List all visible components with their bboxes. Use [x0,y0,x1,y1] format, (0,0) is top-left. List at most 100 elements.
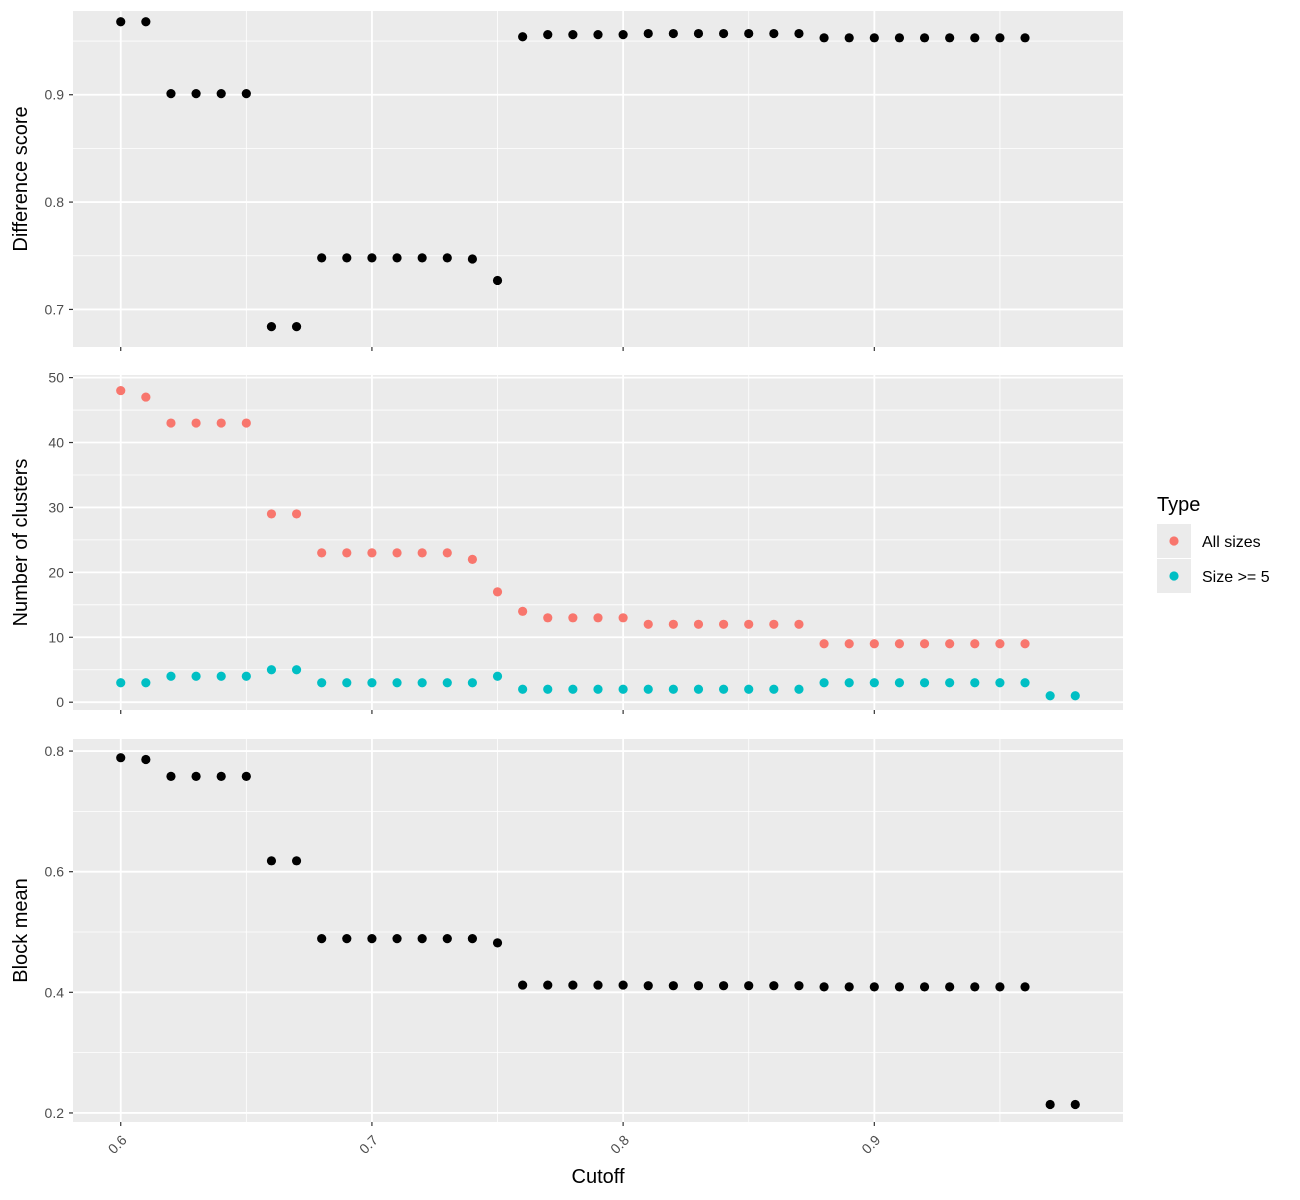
data-point [543,613,553,623]
data-point [518,684,528,694]
data-point [291,665,302,675]
data-point [919,33,930,43]
data-point [216,771,226,781]
data-point [266,322,277,332]
data-point [643,28,653,39]
data-point [919,982,930,992]
y-tick-label: 40 [48,435,64,451]
y-tick-label: 10 [48,629,64,645]
data-point [769,981,779,991]
data-point [618,980,628,990]
data-point [141,392,151,402]
data-point [919,678,930,688]
data-point [970,678,980,688]
data-point [467,254,478,264]
data-point [467,554,478,564]
data-point [543,980,553,990]
data-point [342,678,352,688]
data-point [266,665,277,675]
data-point [995,678,1005,688]
data-point [367,678,377,688]
data-point [844,678,854,688]
y-tick-label: 30 [48,499,64,515]
data-point [191,418,201,428]
panel-2: 0 10 20 30 40 50 Number of clusters [10,370,1123,714]
data-point [1070,691,1080,701]
data-point [1020,678,1030,688]
x-axis-title: Cutoff [572,1166,625,1188]
panel-3: 0.2 0.4 0.6 0.8 Block mean [10,739,1123,1126]
y-tick-label: 0.8 [45,194,65,210]
data-point [266,509,277,519]
data-point [367,253,377,263]
x-tick-label: 0.7 [356,1132,381,1157]
data-point [995,982,1005,992]
data-point [467,934,478,944]
legend: Type All sizes Size >= 5 [1157,494,1270,593]
data-point [844,33,854,43]
data-point [216,418,226,428]
data-point [894,33,905,43]
x-tick-label: 0.8 [607,1132,632,1157]
data-point [945,678,955,688]
data-point [744,684,754,694]
panel-1: 0.7 0.8 0.9 Difference score [10,11,1123,351]
data-point [492,938,503,948]
data-point [141,17,151,27]
data-point [266,856,277,866]
data-point [568,980,578,990]
y-tick-label: 50 [48,370,64,386]
data-point [568,613,578,623]
data-point [668,28,678,39]
data-point [869,678,879,688]
data-point [116,17,126,27]
data-point [317,253,327,263]
y-tick-label: 0.4 [45,984,65,1000]
data-point [819,33,829,43]
data-point [442,934,452,944]
data-point [844,639,854,649]
data-point [819,639,829,649]
legend-marker [1169,571,1179,581]
data-point [317,934,327,944]
data-point [618,684,628,694]
data-point [1020,33,1030,43]
data-point [970,982,980,992]
data-point [718,981,729,991]
y-axis-title: Difference score [10,106,32,251]
data-point [1020,982,1030,992]
y-axis-title: Block mean [10,878,32,983]
data-point [141,754,151,765]
data-point [342,548,352,558]
data-point [317,678,327,688]
data-point [593,980,603,990]
legend-label: Size >= 5 [1202,569,1270,586]
data-point [191,671,201,681]
data-point [367,548,377,558]
data-point [342,253,352,263]
data-point [693,619,704,629]
data-point [844,982,854,992]
data-point [970,33,980,43]
data-point [693,684,704,694]
data-point [945,982,955,992]
data-point [392,934,402,944]
data-point [492,587,503,597]
data-point [492,275,503,286]
y-tick-label: 0 [56,694,64,710]
data-point [216,671,226,681]
data-point [919,639,930,649]
data-point [166,771,176,781]
data-point [819,678,829,688]
data-point [291,322,302,332]
data-point [668,981,678,991]
data-point [668,684,678,694]
data-point [518,32,528,42]
data-point [869,639,879,649]
data-point [367,934,377,944]
data-point [442,678,452,688]
y-tick-label: 0.2 [45,1105,65,1121]
data-point [442,253,452,263]
data-point [718,28,729,39]
